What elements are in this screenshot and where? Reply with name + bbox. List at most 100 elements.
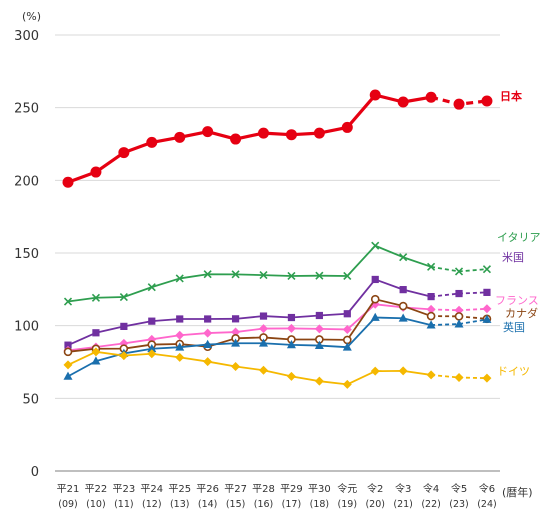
series-label: カナダ [505,306,538,320]
data-point [454,305,464,315]
x-tick-year-label: (21) [393,499,413,510]
series-label: 英国 [503,320,525,334]
x-tick-label: 平22 [85,484,108,495]
series-line-projected [431,307,487,312]
x-tick-label: 平29 [280,484,303,495]
x-tick-label: 平24 [140,484,163,495]
y-tick-label: 100 [14,320,39,335]
data-point [63,347,73,357]
y-tick-label: 50 [22,392,39,407]
data-point [91,293,100,302]
data-point [231,315,240,323]
x-tick-label: 平23 [112,484,135,495]
data-point [343,271,352,281]
x-tick-year-label: (18) [310,499,330,510]
y-tick-label: 200 [14,174,39,189]
x-tick-year-label: (10) [86,499,106,510]
data-point [175,342,185,351]
data-point [63,360,73,370]
data-point [426,304,436,314]
data-point-stroke [399,253,408,262]
data-point [91,347,101,357]
data-point [203,339,213,348]
data-point [204,315,212,323]
data-point [482,373,492,383]
data-point [118,147,130,159]
series-line [67,278,432,346]
data-point-stroke [91,293,100,302]
data-point-stroke [371,241,380,250]
data-point [314,340,324,349]
x-tick-label: 令6 [479,482,495,495]
data-point [286,340,296,349]
data-point [455,289,463,298]
series-line [67,298,432,353]
data-point [343,310,351,318]
data-point [120,322,128,330]
data-point [454,319,464,328]
data-point [287,271,296,281]
data-point [90,166,102,178]
data-point [315,311,323,320]
data-point [259,338,269,347]
data-point [147,349,157,359]
data-point [91,356,101,365]
data-point [203,270,212,279]
data-point [231,362,241,372]
x-tick-label: 平28 [252,484,275,495]
x-tick-year-label: (17) [282,499,302,510]
x-tick-label: 令元 [337,482,357,495]
data-point [230,133,242,145]
series-line [67,316,432,378]
data-point [258,127,270,139]
data-point [174,131,186,143]
data-point [64,341,72,349]
data-point [398,301,408,311]
data-point [119,351,129,361]
series [62,89,493,188]
data-point [399,253,408,262]
data-point [482,265,492,274]
data-point [146,136,158,148]
series-line-projected [431,318,488,326]
data-point [119,292,128,302]
series [63,347,492,389]
x-tick-year-label: (09) [58,499,78,510]
data-point-stroke [175,274,184,283]
y-tick-label: 150 [14,247,39,262]
series-line [67,350,432,386]
data-point [147,343,157,353]
data-point-stroke [119,292,128,302]
data-point-stroke [259,271,268,280]
data-point-stroke [203,270,212,279]
data-point [370,366,380,376]
x-tick-label: 平26 [196,484,219,495]
data-point-stroke [147,283,156,292]
data-point-stroke [287,271,296,281]
data-point [454,267,464,276]
data-point [175,352,185,362]
data-point [62,176,74,188]
data-point [370,294,380,304]
data-point [454,373,464,383]
x-tick-year-label: (13) [170,499,190,510]
x-tick-label: 平27 [224,484,247,495]
data-point [286,323,296,333]
data-point [342,324,352,334]
x-tick-label: 平25 [168,484,191,495]
data-point-stroke [343,271,352,281]
data-point [285,129,297,141]
data-point [427,293,435,301]
data-point [426,320,436,329]
data-point [370,312,380,321]
data-point-stroke [315,271,324,280]
data-point [203,357,213,367]
series-label: イタリア [497,231,540,244]
x-tick-year-label: (20) [365,499,385,510]
data-point [371,241,380,250]
x-tick-year-label: (16) [254,499,274,510]
data-point [342,379,352,389]
x-tick-year-label: (14) [198,499,218,510]
